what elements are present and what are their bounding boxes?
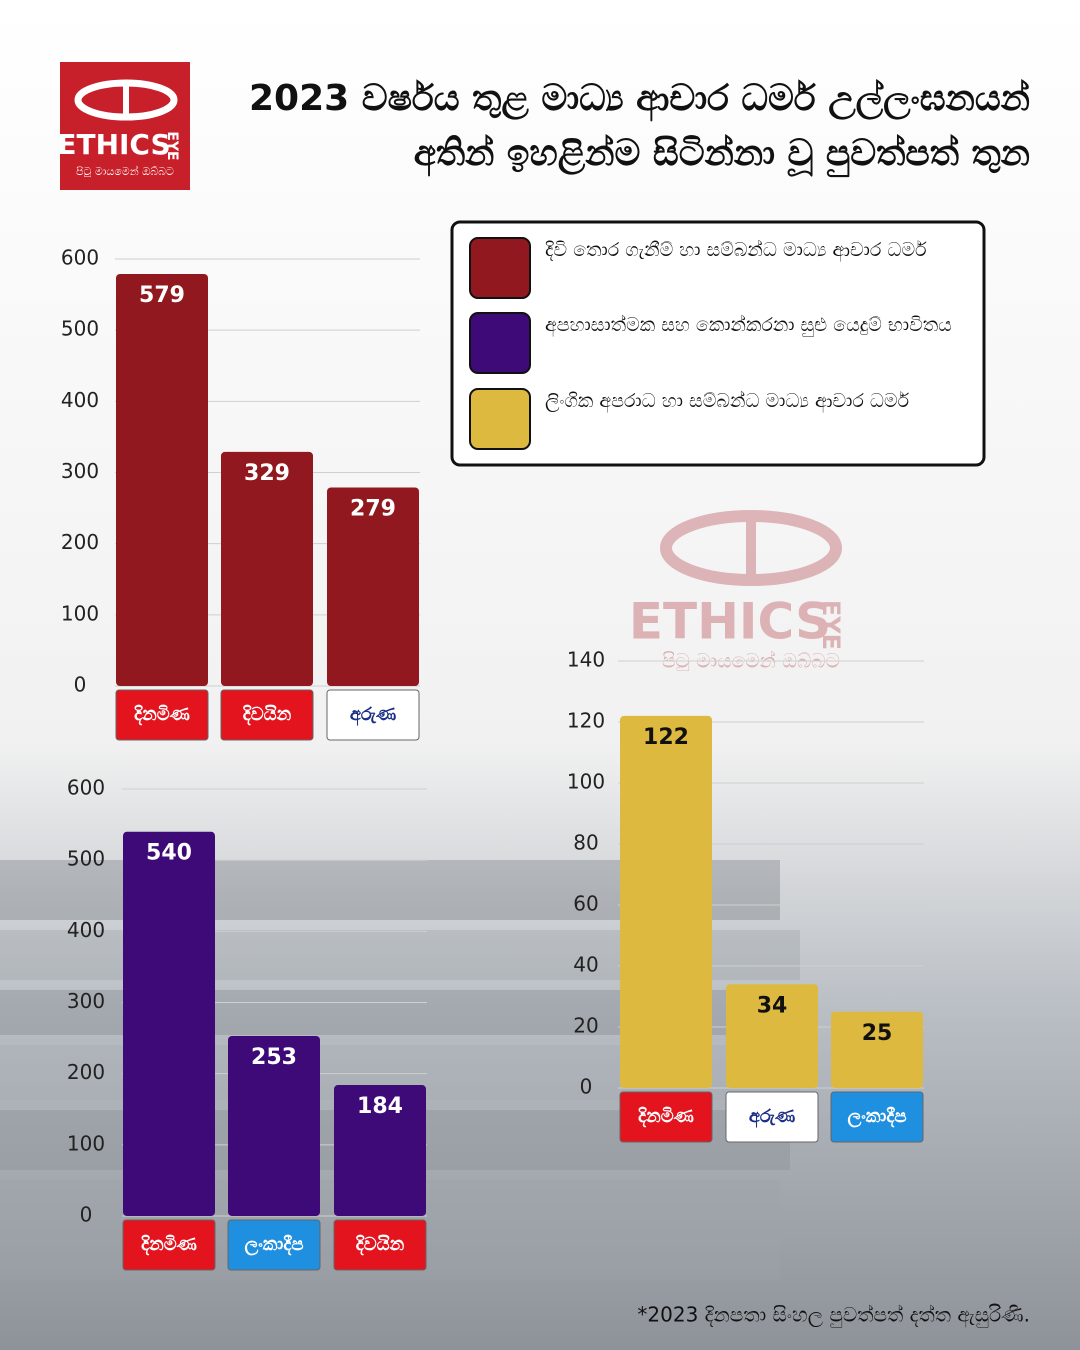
y-tick-label: 600: [67, 776, 105, 800]
y-tick-label: 200: [61, 530, 99, 554]
y-tick-label: 200: [67, 1060, 105, 1084]
y-tick-label: 0: [74, 673, 87, 697]
bar-chart: 0 100 200 300 400 500 600 579 දිනමිණ 329 දිවයින 279…: [61, 246, 420, 741]
category-logo: [725, 1091, 819, 1143]
bar-chart: 0 20 40 60 80 100 120 140 122 දිනමිණ 34 අරුණ 25 ලංකාද…: [567, 648, 924, 1143]
value-label: 253: [251, 1045, 297, 1070]
y-tick-label: 300: [61, 459, 99, 483]
watermark-name-side: EYE: [817, 600, 845, 650]
logo: ETHICS EYE පිටු මායමෙන් ඔබ්බට: [57, 62, 190, 190]
legend-label-box: ලිංගික අපරාධ හා සම්බන්ධ මාධ්‍ය ආචාර ධර්ම: [545, 390, 910, 412]
logo-tagline: පිටු මායමෙන් ඔබ්බට: [76, 164, 174, 178]
y-tick-label: 600: [61, 246, 99, 270]
bar-chart: 0 100 200 300 400 500 600 540 දිනමිණ 253 ලංකාදීප 18…: [67, 776, 427, 1271]
value-label: 540: [146, 841, 192, 866]
legend-label: දිවි තොර ගැනීම් හා සම්බන්ධ මාධ්‍ය ආචාර ධ…: [545, 239, 927, 261]
category-logo: [227, 1219, 321, 1271]
category-logo: [333, 1219, 427, 1271]
value-label: 579: [139, 283, 185, 308]
category-logo: [115, 689, 209, 741]
bar: [726, 984, 818, 1088]
title-line: 2023 වර්ෂය තුළ මාධ්‍ය ආචාර ධර්ම උල්ලංඝනය…: [249, 78, 1030, 122]
x-tick-label: දිනමිණ: [141, 1234, 197, 1256]
footnote: *2023 දිනපතා සිංහල පුවත්පත් දත්ත ඇසුරිණි…: [637, 1303, 1030, 1329]
legend-label: ලිංගික අපරාධ හා සම්බන්ධ මාධ්‍ය ආචාර ධර්ම: [545, 390, 910, 412]
value-label: 279: [350, 496, 396, 521]
x-tick-label: දිනමිණ: [638, 1106, 694, 1128]
y-tick-label: 300: [67, 989, 105, 1013]
category-logo: [619, 1091, 713, 1143]
bar: [116, 273, 208, 686]
legend-swatch: [469, 237, 531, 299]
y-tick-label: 20: [573, 1014, 598, 1038]
value-label: 34: [757, 993, 788, 1018]
value-label: 122: [643, 725, 689, 750]
watermark: ETHICS EYE පිටු මායමෙන් ඔබ්බට: [629, 510, 845, 673]
category-logo: [830, 1091, 924, 1143]
y-tick-label: 140: [567, 648, 605, 672]
y-tick-label: 500: [61, 317, 99, 341]
bar: [327, 487, 419, 686]
y-tick-label: 100: [61, 601, 99, 625]
category-logo: [122, 1219, 216, 1271]
y-tick-label: 100: [67, 1131, 105, 1155]
y-tick-label: 400: [61, 388, 99, 412]
x-tick-label: ලංකාදීප: [244, 1234, 303, 1256]
bar: [221, 451, 313, 686]
legend-label: අපහාසාත්මක සහ කොන්කරනා සුළු යෙදුම් භාවිත…: [545, 314, 952, 336]
bar: [228, 1035, 320, 1216]
y-tick-label: 500: [67, 847, 105, 871]
value-label: 329: [244, 461, 290, 486]
charts: 0100200300400500600579දිනමිණ329දිවයින279…: [61, 246, 924, 1271]
x-tick-label: දිවයින: [356, 1234, 405, 1256]
bar: [123, 831, 215, 1216]
y-tick-label: 120: [567, 709, 605, 733]
legend-label-box: අපහාසාත්මක සහ කොන්කරනා සුළු යෙදුම් භාවිත…: [545, 314, 952, 336]
y-tick-label: 80: [573, 831, 598, 855]
logo-name: ETHICS: [57, 128, 170, 161]
category-logo: [326, 689, 420, 741]
y-tick-label: 400: [67, 918, 105, 942]
y-tick-label: 100: [567, 770, 605, 794]
y-tick-label: 40: [573, 953, 598, 977]
logo-name-side: EYE: [164, 131, 180, 160]
bar: [620, 715, 712, 1088]
title-line: අතින් ඉහළින්ම සිටින්නා වූ පුවත්පත් තුන: [414, 133, 1030, 178]
legend-box: [450, 220, 986, 467]
legend: දිවි තොර ගැනීම් හා සම්බන්ධ මාධ්‍ය ආචාර ධ…: [469, 237, 952, 450]
x-tick-label: අරුණ: [350, 704, 396, 726]
watermark-name: ETHICS: [629, 593, 831, 651]
y-tick-label: 0: [80, 1203, 93, 1227]
y-tick-label: 0: [580, 1075, 593, 1099]
legend-label-box: දිවි තොර ගැනීම් හා සම්බන්ධ මාධ්‍ය ආචාර ධ…: [545, 239, 927, 261]
value-label: 25: [862, 1021, 893, 1046]
legend-swatch: [469, 312, 531, 374]
x-tick-label: අරුණ: [749, 1106, 795, 1128]
x-tick-label: ලංකාදීප: [847, 1106, 906, 1128]
category-logo: [220, 689, 314, 741]
value-label: 184: [357, 1094, 403, 1119]
watermark-eye: [660, 510, 842, 586]
x-tick-label: දිවයින: [243, 704, 292, 726]
bar: [831, 1011, 923, 1088]
bar: [334, 1085, 426, 1216]
legend-swatch: [469, 388, 531, 450]
x-tick-label: දිනමිණ: [134, 704, 190, 726]
y-tick-label: 60: [573, 892, 598, 916]
